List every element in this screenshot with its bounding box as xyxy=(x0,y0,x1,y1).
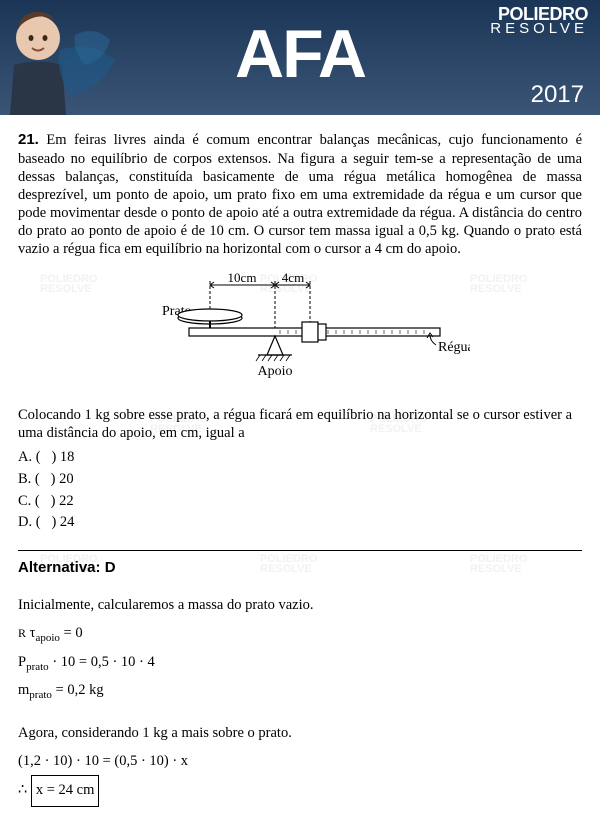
solution-intro: Inicialmente, calcularemos a massa do pr… xyxy=(18,592,582,620)
header-banner: AFA POLIEDRO RESOLVE 2017 xyxy=(0,0,600,115)
dim-4cm: 4cm xyxy=(282,273,304,285)
brand-sub: RESOLVE xyxy=(490,22,588,36)
final-answer: ∴ x = 24 cm xyxy=(18,775,582,807)
balance-diagram: 10cm 4cm Prato xyxy=(18,273,582,388)
option-b: B. ( ) 20 xyxy=(18,469,582,491)
options-list: A. ( ) 18 B. ( ) 20 C. ( ) 22 D. ( ) 24 xyxy=(18,447,582,534)
question-body: Em feiras livres ainda é comum encontrar… xyxy=(18,132,582,257)
solution-block: Inicialmente, calcularemos a massa do pr… xyxy=(18,592,582,807)
question-text: 21. Em feiras livres ainda é comum encon… xyxy=(18,131,582,259)
content-area: POLIEDRORESOLVE POLIEDRORESOLVE POLIEDRO… xyxy=(0,115,600,827)
question-subtext: Colocando 1 kg sobre esse prato, a régua… xyxy=(18,406,582,444)
regua-label: Régua xyxy=(438,340,470,355)
boxed-result: x = 24 cm xyxy=(31,775,100,807)
eq1: R τapoio = 0 xyxy=(18,620,582,649)
exam-title: AFA xyxy=(235,15,365,93)
answer-label: Alternativa: D xyxy=(18,559,582,576)
exam-year: 2017 xyxy=(531,81,584,109)
divider xyxy=(18,550,582,551)
dim-10cm: 10cm xyxy=(228,273,257,285)
header-person-graphic xyxy=(0,0,120,115)
option-c: C. ( ) 22 xyxy=(18,491,582,513)
option-a: A. ( ) 18 xyxy=(18,447,582,469)
apoio-label: Apoio xyxy=(258,364,293,379)
eq2: Pprato · 10 = 0,5 · 10 · 4 xyxy=(18,649,582,678)
option-d: D. ( ) 24 xyxy=(18,512,582,534)
question-number: 21. xyxy=(18,131,39,148)
eq4: (1,2 · 10) · 10 = (0,5 · 10) · x xyxy=(18,748,582,776)
question-block: 21. Em feiras livres ainda é comum encon… xyxy=(18,131,582,807)
eq3: mprato = 0,2 kg xyxy=(18,677,582,706)
brand-logo: POLIEDRO RESOLVE xyxy=(490,6,588,36)
